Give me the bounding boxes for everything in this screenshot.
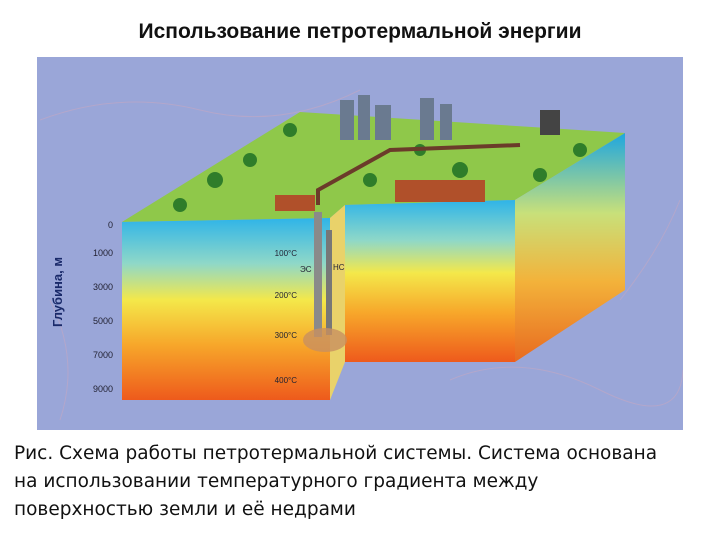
borehole <box>314 212 322 337</box>
temperature-label: 400°C <box>275 376 298 385</box>
houses <box>275 180 485 211</box>
depth-label: 7000 <box>93 350 113 360</box>
depth-label: 1000 <box>93 248 113 258</box>
caption-line: на использовании температурного градиент… <box>14 471 539 492</box>
step-face <box>330 205 345 400</box>
map-lines <box>39 89 683 421</box>
pipeline <box>316 143 521 205</box>
front-left-face <box>122 218 330 400</box>
temperature-label: 200°C <box>275 291 298 300</box>
depth-axis-label: Глубина, м <box>50 257 65 327</box>
surface <box>122 112 625 222</box>
depth-label: 3000 <box>93 282 113 292</box>
depth-label: 9000 <box>93 384 113 394</box>
front-right-face <box>345 200 515 362</box>
caption: Рис. Схема работы петротермальной систем… <box>14 440 657 524</box>
slide-title: Использование петротермальной энергии <box>138 20 582 43</box>
side-face <box>515 133 625 362</box>
borehole <box>326 230 332 335</box>
reservoir <box>303 328 347 352</box>
city <box>340 95 560 140</box>
temperature-label: 100°C <box>275 249 298 258</box>
trees <box>173 123 587 212</box>
depth-label: 5000 <box>93 316 113 326</box>
caption-line: Рис. Схема работы петротермальной систем… <box>14 443 658 464</box>
illustration: Глубина, м 0 1000 3000 5000 7000 9000 100°C 20… <box>37 57 683 430</box>
depth-label: 0 <box>108 220 113 230</box>
caption-line: поверхностью земли и её недрами <box>14 499 356 520</box>
temperature-label: 300°C <box>275 331 298 340</box>
station-label: ЭС <box>300 265 312 274</box>
station-label: НС <box>333 263 345 272</box>
